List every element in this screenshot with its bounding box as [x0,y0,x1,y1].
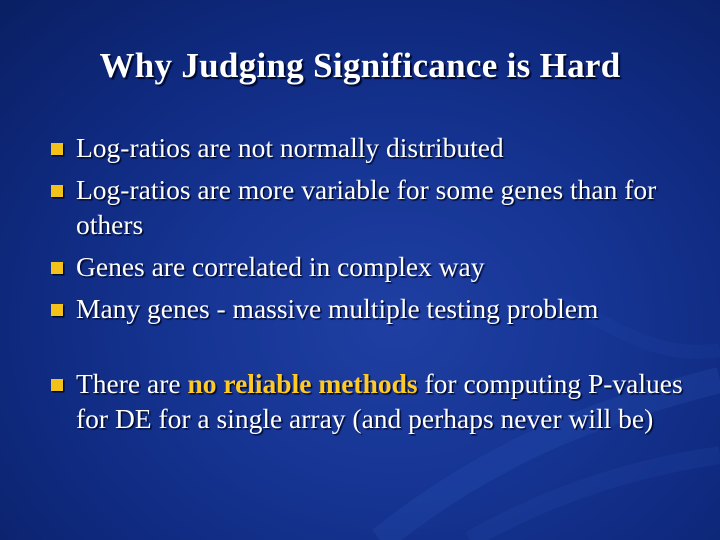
square-bullet-icon [51,262,63,274]
bullet-list: Log-ratios are not normally distributed … [48,130,708,443]
square-bullet-icon [51,379,63,391]
bullet-item: Log-ratios are more variable for some ge… [48,172,708,242]
highlighted-phrase: no reliable methods [187,368,418,399]
bullet-text-after: for computing P-values for DE for a sing… [76,368,683,434]
square-bullet-icon [51,304,63,316]
square-bullet-icon [51,143,63,155]
bullet-item: Genes are correlated in complex way [48,249,708,284]
bullet-item: Log-ratios are not normally distributed [48,130,708,165]
bullet-text: Log-ratios are more variable for some ge… [76,174,657,240]
bullet-text: Log-ratios are not normally distributed [76,132,504,163]
slide-title: Why Judging Significance is Hard [99,46,621,85]
bullet-text-before: There are [76,368,188,399]
bullet-text: Genes are correlated in complex way [76,251,485,282]
square-bullet-icon [51,185,63,197]
bullet-item-conclusion: There are no reliable methods for comput… [48,366,708,436]
bullet-text: Many genes - massive multiple testing pr… [76,293,599,324]
bullet-item: Many genes - massive multiple testing pr… [48,291,708,326]
